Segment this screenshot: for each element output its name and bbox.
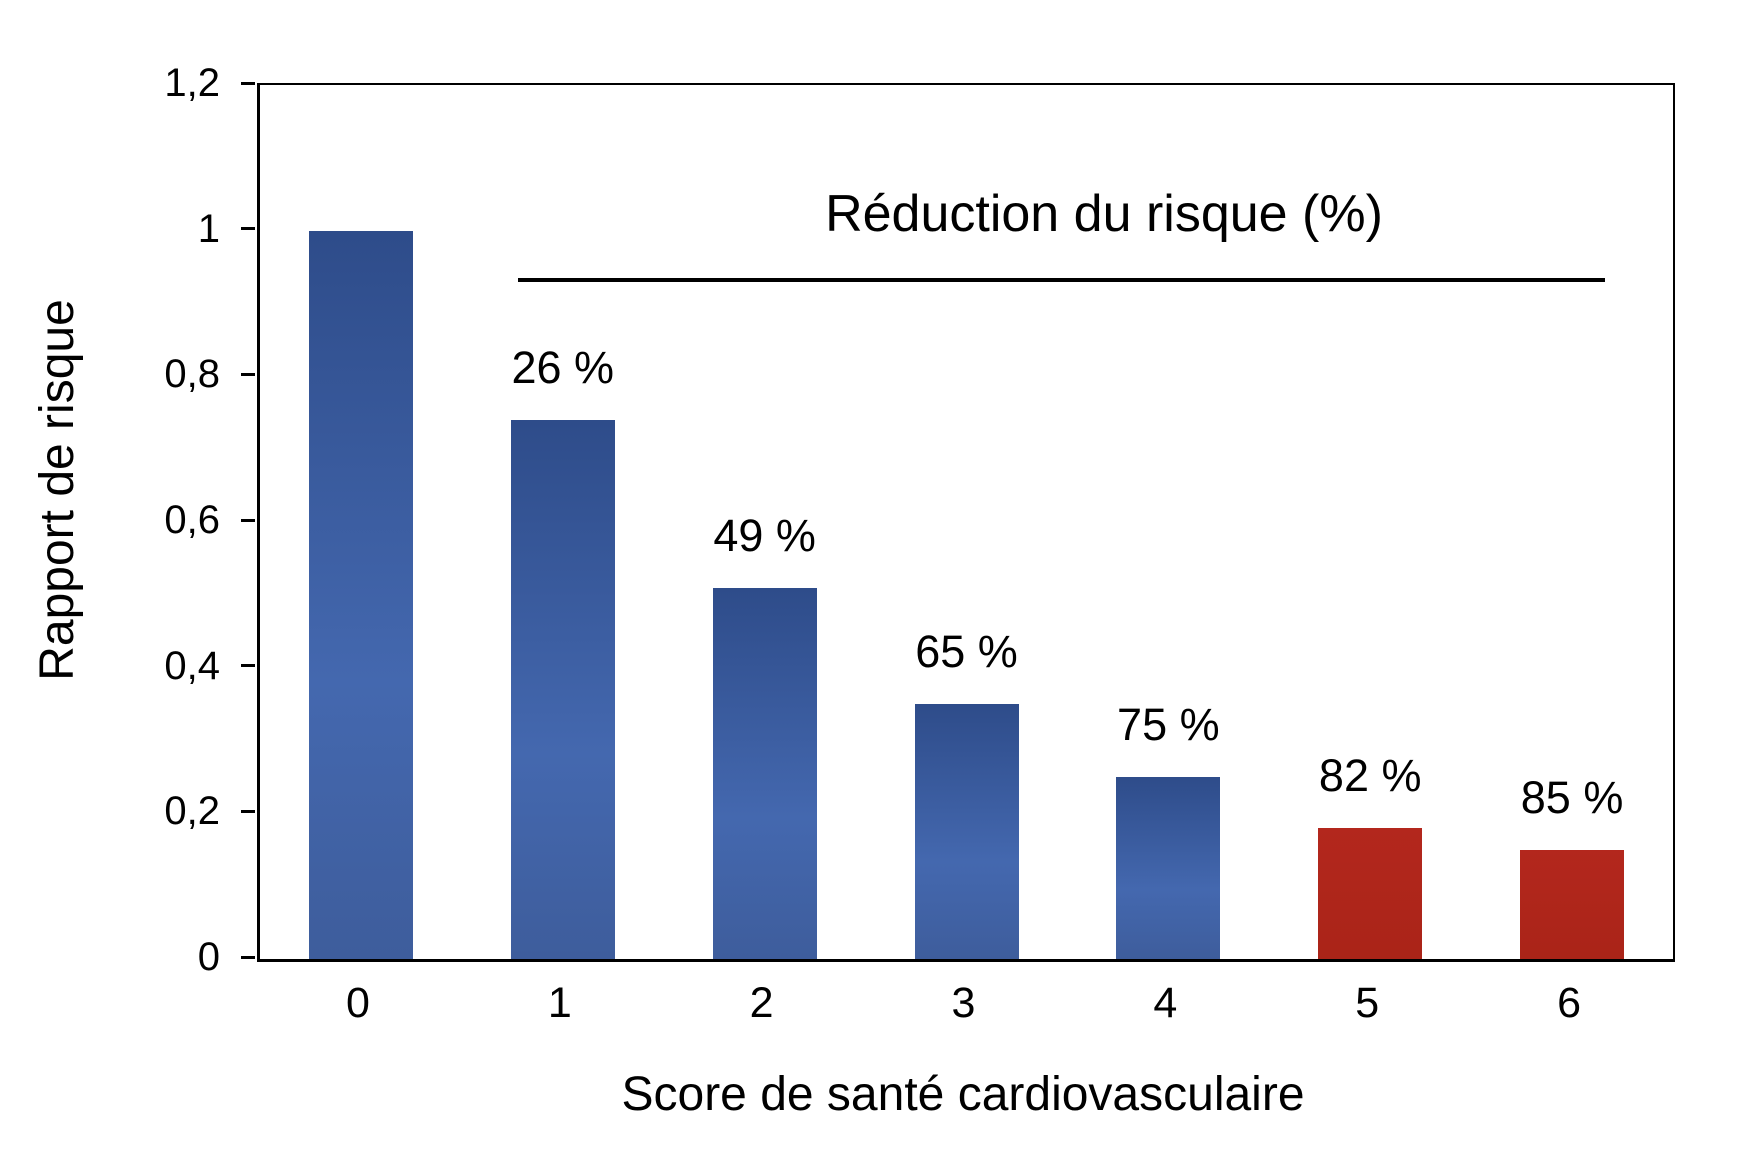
- bar-score-4: [1116, 776, 1221, 959]
- x-tick-label-5: 5: [1355, 979, 1380, 1027]
- bar-value-label-score-5: 82 %: [1318, 749, 1422, 801]
- y-tick-label-1: 1: [197, 206, 220, 251]
- bar-value-label-score-6: 85 %: [1520, 771, 1624, 823]
- x-axis-title: Score de santé cardiovasculaire: [621, 1068, 1305, 1121]
- x-tick-label-4: 4: [1153, 979, 1178, 1027]
- y-tick-label-0,6: 0,6: [164, 498, 220, 542]
- x-tick-label-6: 6: [1557, 979, 1582, 1027]
- y-tick-label-0,8: 0,8: [164, 352, 220, 397]
- y-tick-mark-1,2: [241, 81, 255, 85]
- y-tick-label-0: 0: [197, 935, 220, 979]
- y-tick-mark-1: [241, 227, 255, 231]
- bar-value-label-score-2: 49 %: [713, 509, 816, 561]
- y-tick-label-0,2: 0,2: [164, 789, 220, 834]
- bar-score-1: [510, 420, 615, 959]
- bar-value-label-score-1: 26 %: [511, 342, 615, 394]
- y-tick-mark-0,6: [241, 518, 255, 522]
- y-tick-mark-0,4: [241, 664, 255, 668]
- bar-score-5: [1318, 827, 1423, 959]
- x-tick-label-1: 1: [547, 979, 572, 1027]
- x-tick-label-2: 2: [749, 979, 774, 1027]
- bar-value-label-score-3: 65 %: [915, 626, 1018, 678]
- bar-value-label-score-4: 75 %: [1117, 698, 1220, 750]
- bar-score-3: [914, 704, 1019, 959]
- x-tick-label-0: 0: [345, 979, 370, 1027]
- y-tick-mark-0: [241, 955, 255, 959]
- bar-score-0: [308, 230, 413, 959]
- bar-score-2: [712, 587, 817, 959]
- x-tick-label-3: 3: [951, 979, 976, 1027]
- y-tick-mark-0,8: [241, 372, 255, 376]
- y-tick-mark-0,2: [241, 809, 255, 813]
- y-axis-title: Rapport de risque: [31, 299, 84, 681]
- plot-area: 26 % 49 % 65 % 75 % 82 % 85 %: [257, 83, 1675, 962]
- bar-score-6: [1520, 849, 1625, 959]
- y-tick-label-1,2: 1,2: [164, 61, 220, 105]
- risk-reduction-underline: [518, 278, 1605, 282]
- y-tick-label-0,4: 0,4: [164, 643, 220, 688]
- risk-reduction-title: Réduction du risque (%): [825, 185, 1383, 243]
